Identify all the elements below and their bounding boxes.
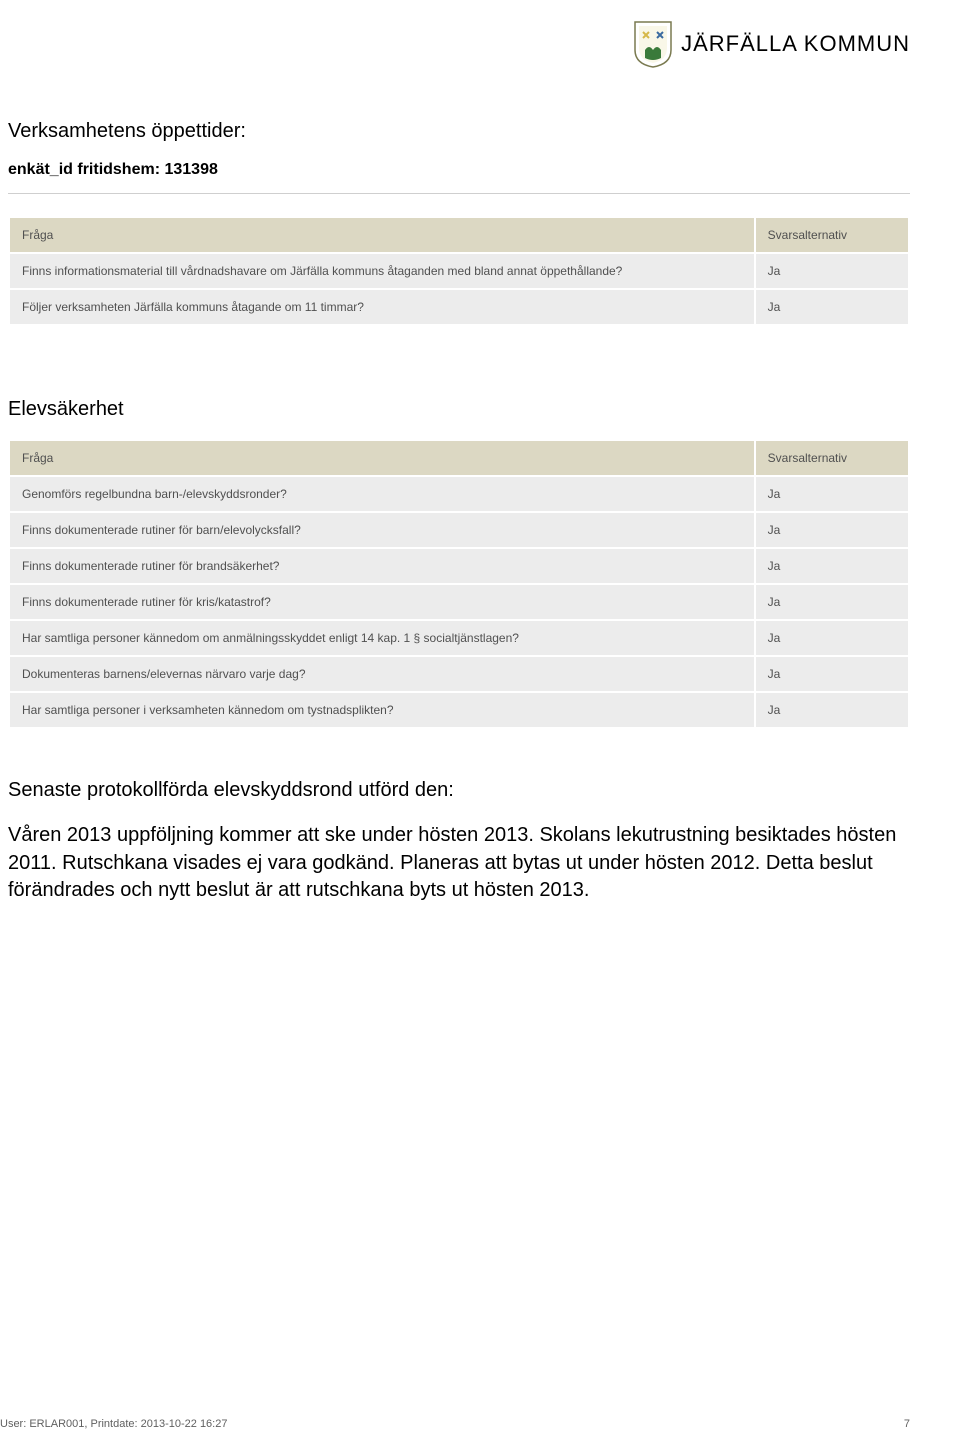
table-cell-question: Genomförs regelbundna barn-/elevskyddsro… [10,477,754,511]
table-cell-question: Har samtliga personer i verksamheten kän… [10,693,754,727]
table-row: Genomförs regelbundna barn-/elevskyddsro… [10,477,908,511]
table-body: Finns informationsmaterial till vårdnads… [10,254,908,324]
section-title-oppettider: Verksamhetens öppettider: [8,120,910,143]
table-cell-answer: Ja [756,477,908,511]
table-elevsakerhet: Fråga Svarsalternativ Genomförs regelbun… [8,439,910,729]
divider [8,193,910,194]
table-oppettider: Fråga Svarsalternativ Finns informations… [8,216,910,326]
table-row: Har samtliga personer i verksamheten kän… [10,693,908,727]
table-cell-answer: Ja [756,585,908,619]
logo-text: JÄRFÄLLA KOMMUN [681,31,910,57]
table-cell-answer: Ja [756,290,908,324]
table-cell-answer: Ja [756,254,908,288]
table-header-fraga: Fråga [10,218,754,252]
table-body: Genomförs regelbundna barn-/elevskyddsro… [10,477,908,727]
table-row: Finns informationsmaterial till vårdnads… [10,254,908,288]
section-title-protokoll: Senaste protokollförda elevskyddsrond ut… [8,777,910,804]
table-header-svar: Svarsalternativ [756,441,908,475]
footer-left: User: ERLAR001, Printdate: 2013-10-22 16… [0,1418,227,1430]
table-cell-question: Har samtliga personer kännedom om anmäln… [10,621,754,655]
table-cell-question: Dokumenteras barnens/elevernas närvaro v… [10,657,754,691]
section-title-elevsakerhet: Elevsäkerhet [8,398,910,421]
table-row: Finns dokumenterade rutiner för kris/kat… [10,585,908,619]
table-header-svar: Svarsalternativ [756,218,908,252]
protokoll-paragraph: Våren 2013 uppföljning kommer att ske un… [8,822,910,905]
page-footer: User: ERLAR001, Printdate: 2013-10-22 16… [0,1418,910,1430]
table-cell-answer: Ja [756,549,908,583]
table-row: Dokumenteras barnens/elevernas närvaro v… [10,657,908,691]
table-cell-question: Finns dokumenterade rutiner för kris/kat… [10,585,754,619]
subtitle-enkat-id: enkät_id fritidshem: 131398 [8,161,910,179]
table-cell-answer: Ja [756,621,908,655]
table-row: Har samtliga personer kännedom om anmäln… [10,621,908,655]
table-cell-question: Finns dokumenterade rutiner för brandsäk… [10,549,754,583]
table-cell-question: Följer verksamheten Järfälla kommuns åta… [10,290,754,324]
table-cell-answer: Ja [756,513,908,547]
table-row: Finns dokumenterade rutiner för barn/ele… [10,513,908,547]
shield-icon [633,20,673,68]
header-logo: JÄRFÄLLA KOMMUN [633,20,910,68]
table-cell-question: Finns dokumenterade rutiner för barn/ele… [10,513,754,547]
table-row: Finns dokumenterade rutiner för brandsäk… [10,549,908,583]
table-header-fraga: Fråga [10,441,754,475]
table-cell-answer: Ja [756,693,908,727]
footer-page-number: 7 [904,1418,910,1430]
table-cell-question: Finns informationsmaterial till vårdnads… [10,254,754,288]
table-cell-answer: Ja [756,657,908,691]
table-row: Följer verksamheten Järfälla kommuns åta… [10,290,908,324]
